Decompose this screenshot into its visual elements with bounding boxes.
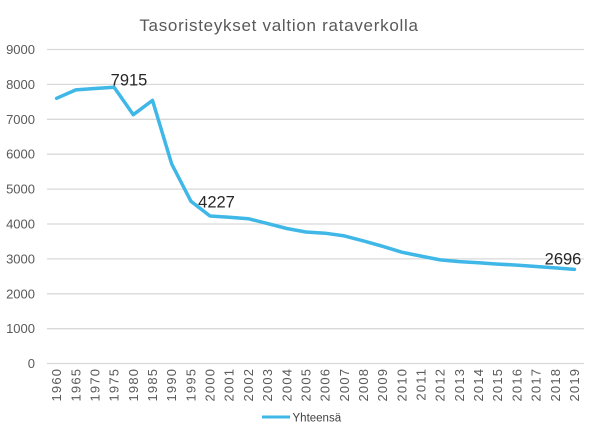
svg-text:2005: 2005 [298,368,313,402]
svg-text:7915: 7915 [111,71,148,89]
svg-text:2017: 2017 [529,368,544,402]
svg-text:1970: 1970 [88,368,103,402]
svg-text:3000: 3000 [6,251,35,266]
svg-text:4000: 4000 [6,217,35,232]
svg-text:9000: 9000 [6,42,35,57]
svg-text:1000: 1000 [6,321,35,336]
svg-text:2014: 2014 [471,368,486,402]
svg-text:2018: 2018 [548,368,563,402]
svg-text:2019: 2019 [567,368,582,402]
svg-text:2004: 2004 [279,368,294,402]
svg-text:2003: 2003 [260,368,275,402]
svg-text:2696: 2696 [545,251,582,269]
svg-text:1975: 1975 [107,368,122,402]
svg-text:2016: 2016 [509,368,524,402]
svg-text:2013: 2013 [452,368,467,402]
svg-text:2007: 2007 [337,368,352,402]
svg-text:1995: 1995 [183,368,198,402]
svg-text:0: 0 [28,356,35,371]
svg-text:1990: 1990 [164,368,179,402]
svg-text:2011: 2011 [414,368,429,401]
svg-text:2001: 2001 [222,368,237,402]
svg-text:2010: 2010 [394,368,409,402]
svg-text:5000: 5000 [6,182,35,197]
svg-text:8000: 8000 [6,77,35,92]
svg-text:1985: 1985 [145,368,160,402]
svg-text:2015: 2015 [490,368,505,402]
svg-text:4227: 4227 [198,193,235,211]
svg-text:2012: 2012 [433,368,448,402]
svg-text:Yhteensä: Yhteensä [293,413,342,425]
svg-text:2002: 2002 [241,368,256,402]
svg-text:2008: 2008 [356,368,371,402]
svg-text:Tasoristeykset valtion rataver: Tasoristeykset valtion rataverkolla [139,16,418,35]
svg-text:2006: 2006 [318,368,333,402]
svg-text:1960: 1960 [49,368,64,402]
svg-text:6000: 6000 [6,147,35,162]
svg-text:2000: 2000 [6,286,35,301]
svg-text:2009: 2009 [375,368,390,402]
svg-text:1965: 1965 [68,368,83,402]
svg-text:7000: 7000 [6,112,35,127]
svg-text:2000: 2000 [203,368,218,402]
svg-text:1980: 1980 [126,368,141,402]
